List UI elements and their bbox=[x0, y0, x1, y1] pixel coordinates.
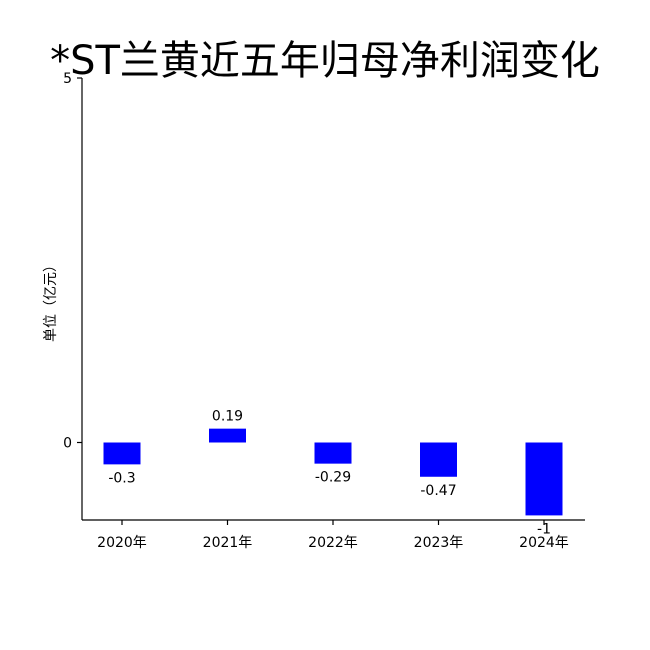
data-label: -0.3 bbox=[108, 470, 135, 486]
bar bbox=[314, 442, 352, 464]
bar bbox=[103, 442, 141, 465]
bar bbox=[525, 442, 563, 516]
x-tick-label: 2021年 bbox=[203, 535, 253, 551]
x-tick-label: 2023年 bbox=[414, 535, 464, 551]
bars-layer bbox=[103, 428, 563, 516]
labels-layer: 0 5 2020年 -0.3 2021年 0.19 2022年 -0.29 2023年 -0.47… bbox=[63, 71, 569, 551]
data-label: -0.29 bbox=[315, 470, 351, 486]
chart-title: *ST兰黄近五年归母净利润变化 bbox=[50, 38, 600, 84]
bar bbox=[420, 442, 457, 477]
data-label: -0.47 bbox=[420, 483, 456, 499]
y-tick-label: 0 bbox=[63, 436, 72, 452]
y-tick-label: 5 bbox=[63, 71, 72, 87]
data-label: -1 bbox=[537, 521, 551, 537]
data-label: 0.19 bbox=[212, 409, 243, 425]
y-axis-label: 单位（亿元） bbox=[43, 258, 59, 342]
x-tick-label: 2024年 bbox=[519, 535, 569, 551]
x-tick-label: 2022年 bbox=[308, 535, 358, 551]
x-tick-label: 2020年 bbox=[97, 535, 147, 551]
bar bbox=[209, 428, 246, 443]
